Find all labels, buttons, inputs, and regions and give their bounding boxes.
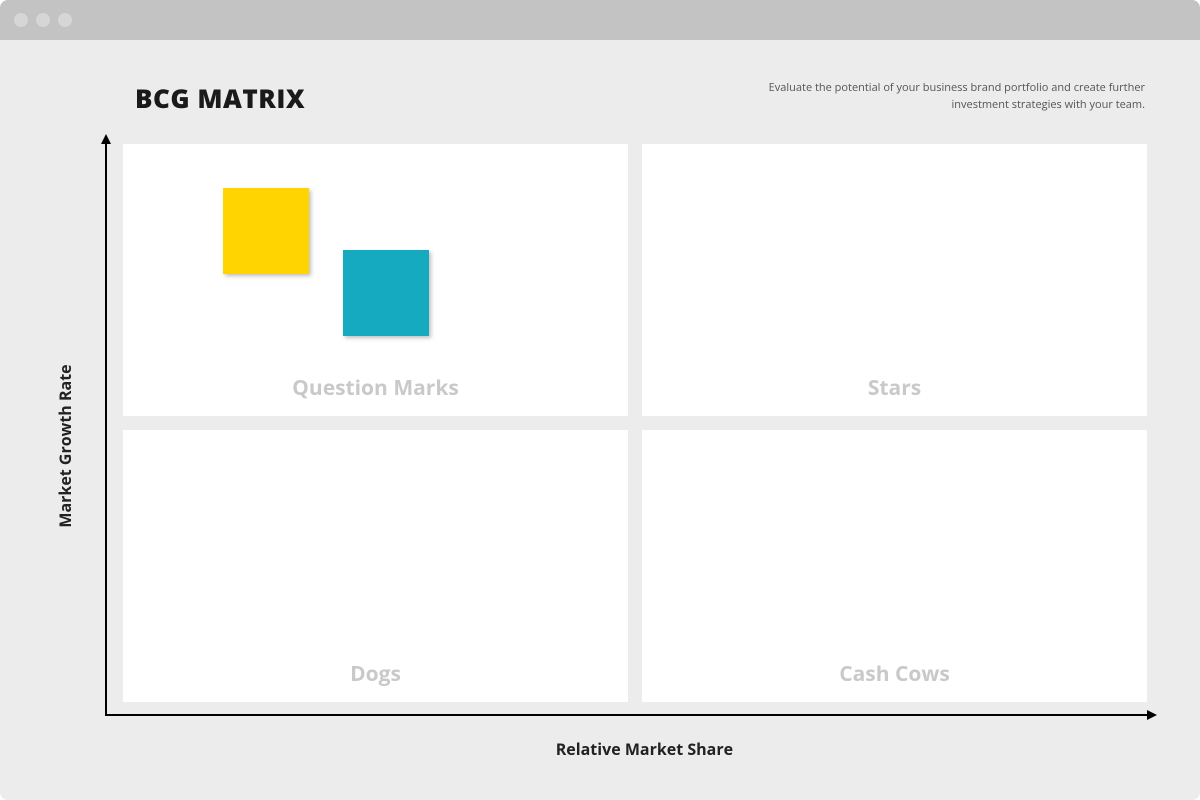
quadrant-label: Cash Cows — [642, 660, 1147, 688]
header-row: BCG MATRIX Evaluate the potential of you… — [45, 80, 1155, 116]
window-control-dot[interactable] — [14, 13, 28, 27]
page-description: Evaluate the potential of your business … — [745, 80, 1145, 113]
bcg-matrix: Market Growth Rate Relative Market Share… — [45, 136, 1155, 756]
sticky-note[interactable] — [223, 188, 309, 274]
window-control-dot[interactable] — [58, 13, 72, 27]
axes: Question Marks Stars Dogs Cash Cows — [105, 136, 1155, 716]
window-control-dot[interactable] — [36, 13, 50, 27]
sticky-note[interactable] — [343, 250, 429, 336]
x-axis-line — [105, 714, 1155, 716]
content-area: BCG MATRIX Evaluate the potential of you… — [0, 40, 1200, 800]
quadrant-dogs[interactable]: Dogs — [123, 430, 628, 702]
quadrant-cash-cows[interactable]: Cash Cows — [642, 430, 1147, 702]
browser-title-bar — [0, 0, 1200, 40]
quadrant-question-marks[interactable]: Question Marks — [123, 144, 628, 416]
y-axis-arrow-icon — [101, 134, 111, 144]
quadrant-label: Question Marks — [123, 374, 628, 402]
browser-frame: BCG MATRIX Evaluate the potential of you… — [0, 0, 1200, 800]
quadrant-label: Dogs — [123, 660, 628, 688]
x-axis-arrow-icon — [1147, 710, 1157, 720]
y-axis-label: Market Growth Rate — [54, 364, 76, 527]
y-axis-line — [105, 136, 107, 716]
quadrant-label: Stars — [642, 374, 1147, 402]
x-axis-label: Relative Market Share — [556, 738, 733, 760]
quadrant-grid: Question Marks Stars Dogs Cash Cows — [123, 144, 1147, 702]
page-title: BCG MATRIX — [135, 80, 305, 116]
quadrant-stars[interactable]: Stars — [642, 144, 1147, 416]
